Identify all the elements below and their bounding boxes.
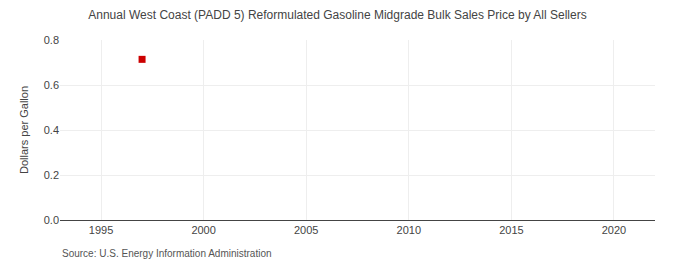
svg-text:2005: 2005 — [294, 224, 318, 236]
svg-text:Annual West Coast (PADD 5) Ref: Annual West Coast (PADD 5) Reformulated … — [88, 8, 586, 22]
svg-text:0.2: 0.2 — [44, 169, 59, 181]
svg-text:0.8: 0.8 — [44, 34, 59, 46]
svg-text:0.4: 0.4 — [44, 124, 59, 136]
svg-text:Source: U.S. Energy Informatio: Source: U.S. Energy Information Administ… — [62, 248, 272, 259]
svg-text:Dollars per Gallon: Dollars per Gallon — [18, 86, 30, 174]
svg-text:2020: 2020 — [602, 224, 626, 236]
svg-text:2015: 2015 — [499, 224, 523, 236]
svg-text:1995: 1995 — [89, 224, 113, 236]
svg-text:2000: 2000 — [191, 224, 215, 236]
svg-text:0.6: 0.6 — [44, 79, 59, 91]
svg-text:0.0: 0.0 — [44, 214, 59, 226]
svg-text:2010: 2010 — [397, 224, 421, 236]
